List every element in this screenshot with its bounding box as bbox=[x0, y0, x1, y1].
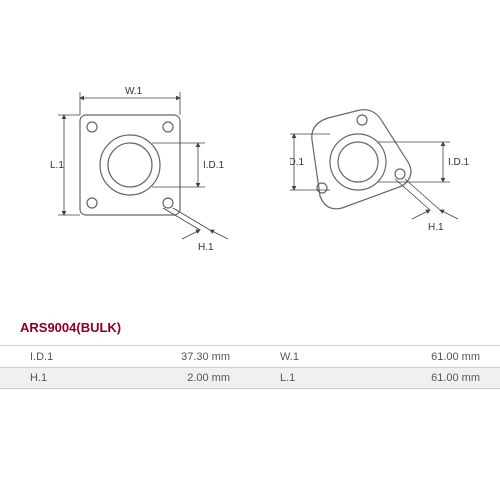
square-flange-diagram: W.1 L.1 I.D.1 H.1 bbox=[50, 80, 230, 275]
triangle-flange-diagram: O.D.1 I.D.1 H.1 bbox=[290, 80, 490, 275]
spec-label: H.1 bbox=[0, 372, 60, 384]
square-flange-svg: W.1 L.1 I.D.1 H.1 bbox=[50, 80, 230, 270]
part-number-title: ARS9004(BULK) bbox=[20, 320, 121, 335]
spec-row: I.D.1 37.30 mm W.1 61.00 mm bbox=[0, 345, 500, 367]
spec-value: 61.00 mm bbox=[310, 372, 500, 384]
spec-table: I.D.1 37.30 mm W.1 61.00 mm H.1 2.00 mm … bbox=[0, 345, 500, 389]
dim-w-label: W.1 bbox=[125, 86, 143, 97]
spec-value: 61.00 mm bbox=[310, 351, 500, 363]
triangle-flange-svg: O.D.1 I.D.1 H.1 bbox=[290, 80, 490, 270]
spec-label: L.1 bbox=[250, 372, 310, 384]
spec-label: I.D.1 bbox=[0, 351, 60, 363]
dim-h-label: H.1 bbox=[198, 242, 214, 253]
spec-value: 37.30 mm bbox=[60, 351, 250, 363]
spec-row: H.1 2.00 mm L.1 61.00 mm bbox=[0, 367, 500, 389]
spec-label: W.1 bbox=[250, 351, 310, 363]
spec-value: 2.00 mm bbox=[60, 372, 250, 384]
dim-id2-label: I.D.1 bbox=[448, 157, 470, 168]
diagrams-area: W.1 L.1 I.D.1 H.1 bbox=[0, 60, 500, 280]
dim-od-label: O.D.1 bbox=[290, 157, 305, 168]
dim-id-label: I.D.1 bbox=[203, 160, 225, 171]
dim-l-label: L.1 bbox=[50, 160, 64, 171]
dim-h2-label: H.1 bbox=[428, 222, 444, 233]
